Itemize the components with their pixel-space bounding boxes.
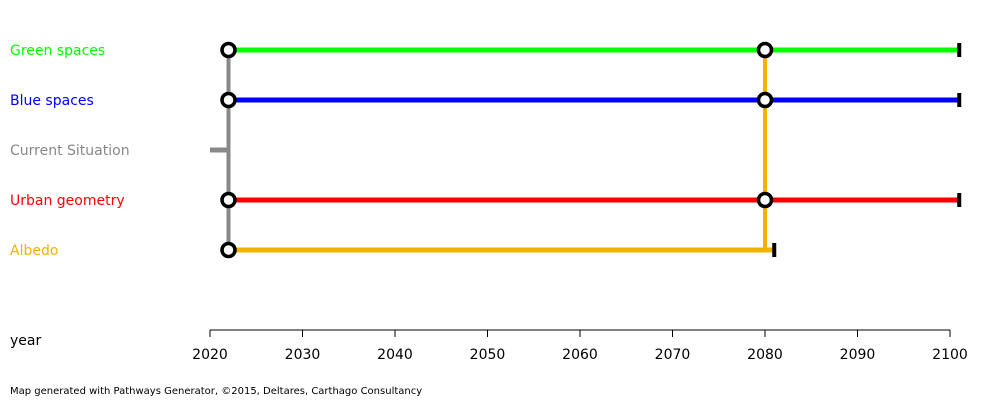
x-tick-label-2080: 2080 — [747, 347, 783, 363]
series-label-urban-geometry: Urban geometry — [10, 193, 125, 209]
transfer-node-urban-geometry-2022 — [220, 191, 237, 209]
pathway-lines — [210, 43, 962, 257]
transfer-connectors — [226, 50, 767, 250]
transfer-node-green-spaces-2022 — [220, 41, 237, 59]
transfer-node-blue-spaces-2080 — [756, 91, 774, 109]
transfer-node-urban-geometry-2080 — [756, 191, 774, 209]
x-tick-label-2050: 2050 — [470, 347, 506, 363]
transfer-nodes — [220, 41, 774, 259]
x-tick-label-2090: 2090 — [840, 347, 876, 363]
footer-credit: Map generated with Pathways Generator, ©… — [10, 386, 422, 397]
series-label-green-spaces: Green spaces — [10, 43, 105, 59]
x-tick-label-2030: 2030 — [285, 347, 321, 363]
series-label-albedo: Albedo — [10, 243, 58, 259]
x-tick-label-2060: 2060 — [562, 347, 598, 363]
series-labels: Green spaces Blue spaces Current Situation… — [10, 43, 130, 259]
series-label-blue-spaces: Blue spaces — [10, 93, 94, 109]
x-axis: year 2020 2030 2040 2050 2060 2070 2080 2090 210… — [10, 329, 968, 363]
x-tick-label-2070: 2070 — [655, 347, 691, 363]
x-axis-label: year — [10, 333, 41, 349]
x-tick-label-2020: 2020 — [192, 347, 228, 363]
transfer-node-albedo-2022 — [220, 241, 237, 259]
series-label-current-situation: Current Situation — [10, 143, 130, 159]
x-tick-label-2040: 2040 — [377, 347, 413, 363]
x-tick-label-2100: 2100 — [932, 347, 968, 363]
transfer-node-blue-spaces-2022 — [220, 91, 237, 109]
transfer-node-green-spaces-2080 — [756, 41, 774, 59]
